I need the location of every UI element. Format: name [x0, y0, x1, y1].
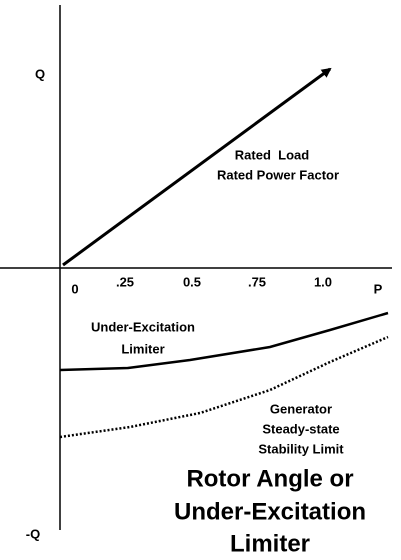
- under-excitation-curve: [59, 311, 389, 372]
- title-line: Rotor Angle or: [186, 465, 353, 492]
- neg-q-label: -Q: [26, 526, 40, 541]
- stability-label: Stability Limit: [258, 441, 344, 456]
- p-tick-label: 0.5: [183, 274, 201, 289]
- arrow-label: Rated Load: [235, 147, 309, 162]
- q-label: Q: [35, 66, 45, 81]
- p-tick-label: .75: [248, 274, 266, 289]
- stability-limit-curve: [59, 335, 389, 439]
- p-label: P: [374, 281, 383, 296]
- stability-label: Steady-state: [262, 421, 339, 436]
- title-line: Under-Excitation: [174, 498, 366, 525]
- limiter-label: Limiter: [121, 341, 164, 356]
- stability-label: Generator: [270, 401, 332, 416]
- arrow-label: Rated Power Factor: [217, 167, 339, 182]
- p-tick-label: 1.0: [314, 274, 332, 289]
- title-line: Limiter: [230, 530, 310, 557]
- limiter-label: Under-Excitation: [91, 319, 195, 334]
- p-tick-label: .25: [116, 274, 134, 289]
- p-tick-label: 0: [71, 281, 78, 296]
- rated-load-arrow: [62, 67, 332, 267]
